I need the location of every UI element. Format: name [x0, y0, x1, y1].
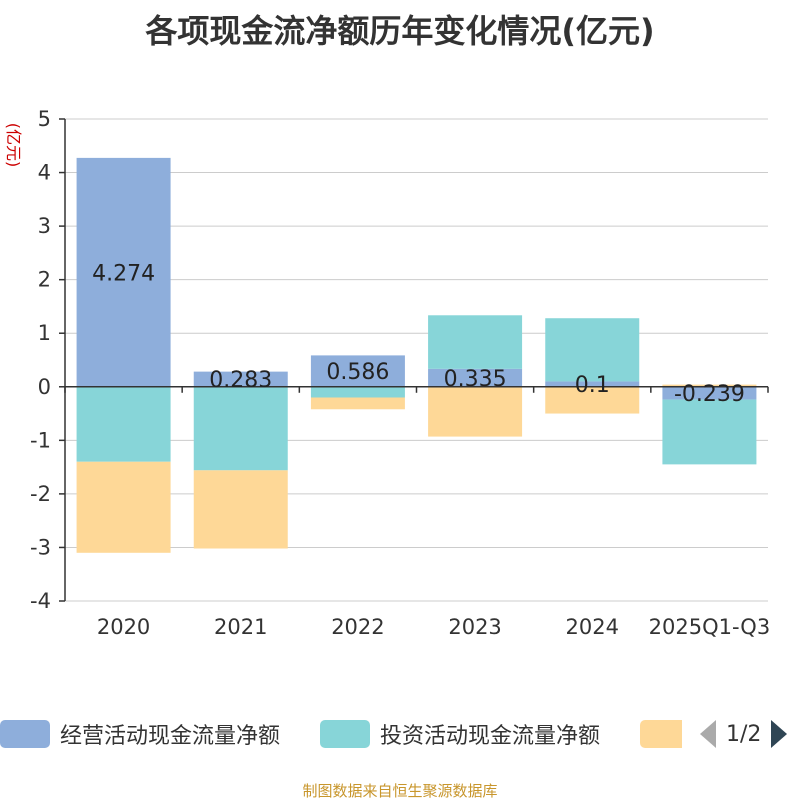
bar-s1-2022	[310, 386, 405, 398]
legend-swatch-investing	[320, 720, 370, 748]
bar-s1-2020	[76, 386, 171, 462]
bar-s0-2022	[310, 355, 405, 387]
data-label-2025Q1-Q3: -0.239	[674, 382, 745, 407]
data-label-2022: 0.586	[326, 360, 389, 385]
x-tick-label-2025Q1-Q3: 2025Q1-Q3	[649, 615, 771, 639]
legend-label-investing: 投资活动现金流量净额	[380, 724, 601, 749]
legend-swatch-financing	[640, 720, 682, 748]
bar-s0-2023	[428, 368, 523, 387]
bar-s0-2020	[76, 157, 171, 387]
bar-s1-2025Q1-Q3	[662, 399, 757, 465]
y-tick-label: 4	[38, 161, 51, 185]
y-tick-label: 2	[38, 268, 51, 292]
x-tick-label-2020: 2020	[97, 615, 150, 639]
x-tick-label-2024: 2024	[566, 615, 619, 639]
data-label-2021: 0.283	[209, 368, 272, 393]
y-tick-label: 5	[38, 107, 51, 131]
legend-page-indicator: 1/2	[726, 721, 762, 747]
bar-s0-2024	[545, 381, 640, 387]
legend-item-financing[interactable]	[640, 718, 682, 750]
y-tick-label: -2	[30, 482, 51, 506]
data-label-2020: 4.274	[92, 261, 155, 286]
bar-s0-2021	[193, 371, 288, 387]
bar-s2-2023	[428, 386, 523, 437]
legend-item-operating[interactable]: 经营活动现金流量净额	[0, 718, 280, 750]
y-axis-label: (亿元)	[4, 123, 23, 168]
legend-next-icon[interactable]	[771, 720, 788, 748]
bar-s2-2024	[545, 386, 640, 414]
bar-s2-2020	[76, 461, 171, 553]
y-tick-label: 3	[38, 214, 51, 238]
y-tick-label: -4	[30, 589, 51, 613]
legend-prev-icon[interactable]	[700, 720, 716, 748]
data-label-2024: 0.1	[575, 373, 610, 398]
legend-pager: 1/2	[700, 718, 788, 750]
legend-item-investing[interactable]: 投资活动现金流量净额	[320, 718, 600, 750]
bar-s2-2022	[310, 397, 405, 410]
bar-s0-2025Q1-Q3	[662, 386, 757, 400]
legend-swatch-operating	[0, 720, 50, 748]
chart-title: 各项现金流净额历年变化情况(亿元)	[145, 12, 655, 50]
legend-label-operating: 经营活动现金流量净额	[60, 724, 281, 749]
bar-s2-2021	[193, 470, 288, 549]
x-tick-label-2022: 2022	[331, 615, 384, 639]
y-tick-label: 1	[38, 321, 51, 345]
data-label-2023: 0.335	[444, 367, 507, 392]
y-tick-label: 0	[38, 375, 51, 399]
bar-s1-2024	[545, 318, 640, 382]
bar-s2-2025Q1-Q3	[662, 384, 757, 387]
bar-s1-2021	[193, 386, 288, 471]
source-note: 制图数据来自恒生聚源数据库	[302, 782, 498, 800]
legend: 经营活动现金流量净额 投资活动现金流量净额	[0, 718, 800, 750]
bar-s1-2023	[428, 315, 523, 369]
y-tick-label: -1	[30, 428, 51, 452]
x-tick-label-2023: 2023	[448, 615, 501, 639]
x-tick-label-2021: 2021	[214, 615, 267, 639]
y-tick-label: -3	[30, 535, 51, 559]
